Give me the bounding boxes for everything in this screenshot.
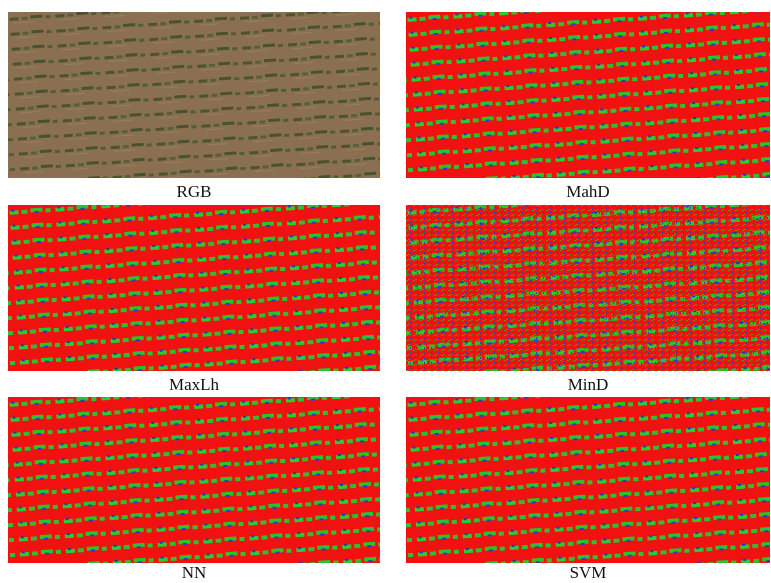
maxlh-image	[8, 205, 380, 371]
nn-image	[8, 397, 380, 563]
panel-label: MaxLh	[8, 375, 380, 395]
mind-image	[406, 205, 770, 371]
panel-label: MahD	[402, 182, 771, 202]
svm-image	[406, 397, 770, 563]
figure: {"panels": [ {"label": "RGB"}, {"label":…	[0, 0, 771, 581]
panel-label: NN	[8, 563, 380, 583]
panel-label: SVM	[402, 563, 771, 583]
rgb-image	[8, 12, 380, 178]
panel-label: MinD	[402, 375, 771, 395]
mahd-image	[406, 12, 770, 178]
panel-label: RGB	[8, 182, 380, 202]
